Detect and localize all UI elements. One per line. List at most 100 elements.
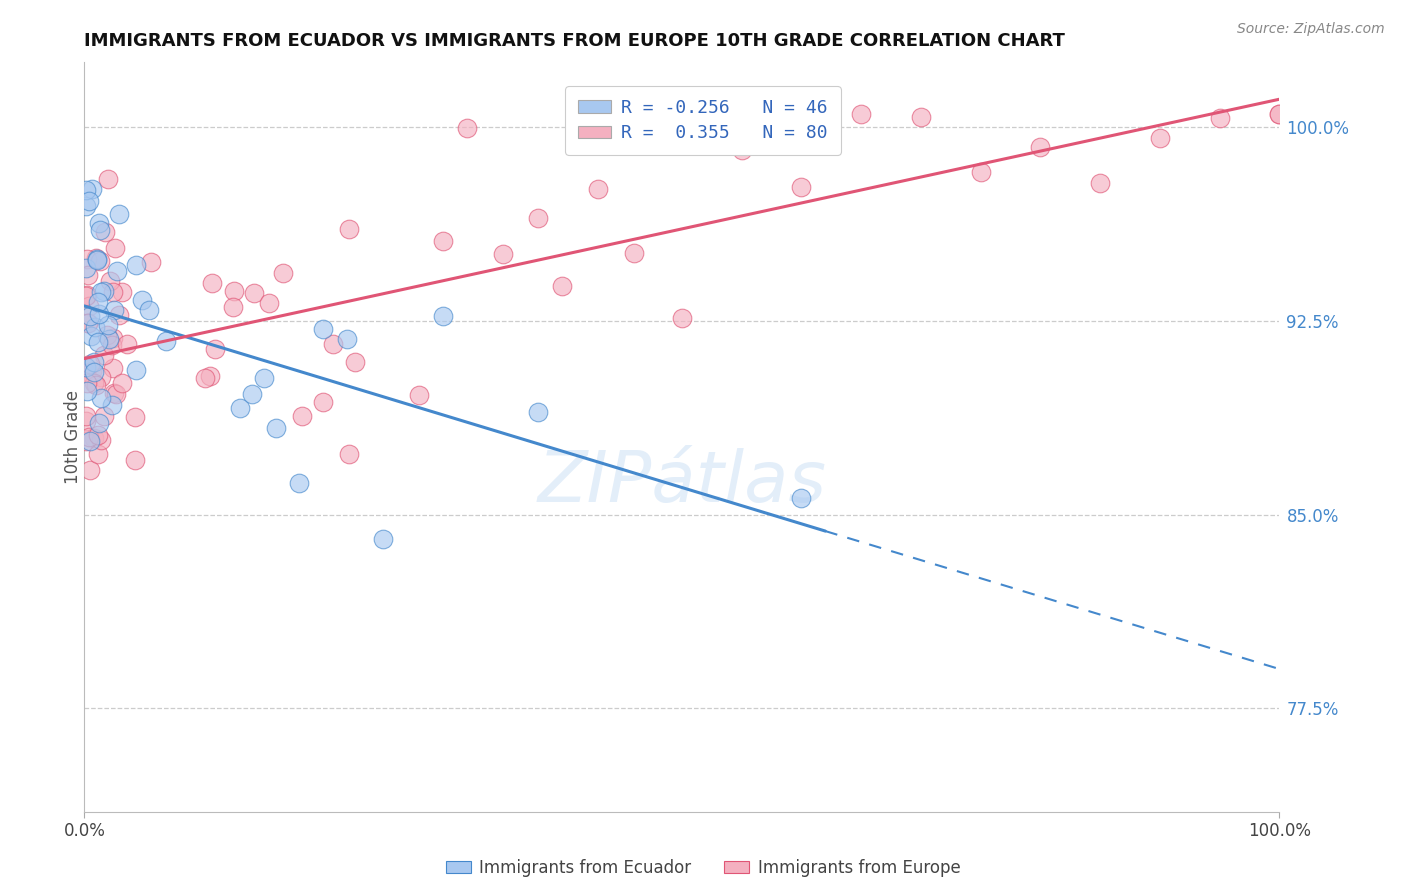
Point [79,357,101,371]
Point [731,143,754,157]
Point [194,370,217,384]
Point [77,299,100,313]
Point [229,401,252,415]
Point [111,285,134,299]
Point [322,336,344,351]
Point [108,207,131,221]
Point [87,294,110,309]
Point [1029,140,1052,154]
Point [86,252,108,267]
Point [76,316,98,330]
Legend: R = -0.256   N = 46, R =  0.355   N = 80: R = -0.256 N = 46, R = 0.355 N = 80 [565,87,841,155]
Point [243,285,266,300]
Point [970,165,993,179]
Point [97,332,120,346]
Point [77,268,100,283]
Point [86,252,108,266]
Point [87,427,110,442]
Point [201,276,224,290]
Point [344,355,367,369]
Point [124,453,146,467]
Point [75,199,97,213]
Point [117,336,139,351]
Point [790,491,813,505]
Point [89,223,111,237]
Point [76,384,98,398]
Point [101,398,124,412]
Point [139,255,162,269]
Point [456,120,478,135]
Point [125,258,148,272]
Point [90,285,112,299]
Point [75,183,97,197]
Point [108,308,131,322]
Legend: Immigrants from Ecuador, Immigrants from Europe: Immigrants from Ecuador, Immigrants from… [439,853,967,884]
Point [83,319,105,334]
Point [124,410,146,425]
Point [1149,131,1171,145]
Point [851,107,873,121]
Text: IMMIGRANTS FROM ECUADOR VS IMMIGRANTS FROM EUROPE 10TH GRADE CORRELATION CHART: IMMIGRANTS FROM ECUADOR VS IMMIGRANTS FR… [84,32,1066,50]
Point [910,110,932,124]
Point [75,359,97,374]
Point [96,328,118,343]
Point [1268,107,1291,121]
Point [408,388,430,402]
Point [93,409,115,423]
Point [101,361,124,376]
Point [551,279,574,293]
Point [155,334,177,348]
Point [87,307,110,321]
Point [93,285,115,299]
Point [100,338,122,352]
Point [1268,107,1291,121]
Point [97,318,120,332]
Point [101,285,124,299]
Point [131,293,153,308]
Point [257,296,280,310]
Point [80,329,103,343]
Point [76,376,98,391]
Point [87,447,110,461]
Point [79,310,101,324]
Point [288,476,311,491]
Point [89,254,111,268]
Point [527,405,550,419]
Point [337,222,360,236]
Point [125,363,148,377]
Point [90,433,112,447]
Point [264,421,287,435]
Point [291,409,314,423]
Point [76,252,98,266]
Point [204,343,226,357]
Point [90,369,112,384]
Point [222,285,245,299]
Point [83,355,105,369]
Point [588,182,610,196]
Point [80,182,103,196]
Point [77,430,100,444]
Point [89,216,111,230]
Point [75,414,97,428]
Point [93,348,115,362]
Point [84,378,107,392]
Point [93,225,115,239]
Point [89,416,111,430]
Point [79,434,101,449]
Point [76,288,98,302]
Point [1209,112,1232,126]
Point [432,310,454,324]
Point [97,172,120,186]
Point [111,376,134,390]
Point [337,447,360,461]
Point [271,266,294,280]
Point [82,364,104,378]
Point [253,371,276,385]
Point [75,434,97,448]
Point [103,385,125,400]
Point [671,311,693,326]
Point [1090,176,1112,190]
Point [83,365,105,379]
Point [76,316,98,330]
Point [75,261,97,276]
